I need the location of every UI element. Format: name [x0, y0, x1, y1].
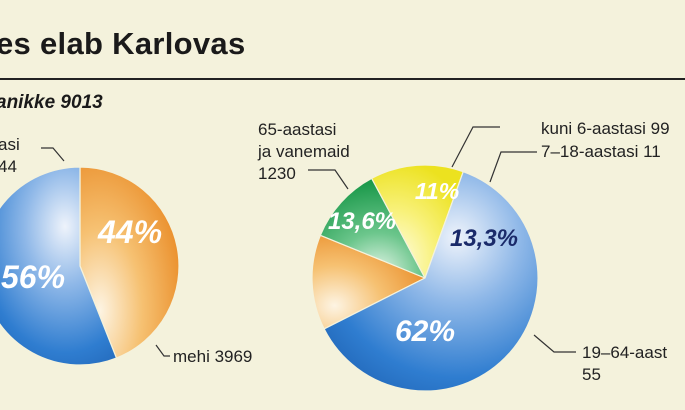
pie2-slice-4: [323, 170, 539, 392]
page-subtitle: anikke 9013: [0, 92, 103, 113]
pie1-percent-label-1: 44%: [97, 214, 162, 250]
pie2-category-label-2: kuni 6-aastasi 99: [541, 119, 670, 138]
pie1-slice-1: [79, 166, 180, 359]
pie1-category-label-2: asi 44: [0, 135, 20, 176]
pie1-category-label-1: mehi 3969: [173, 347, 252, 366]
title-divider: [0, 78, 685, 80]
pie2-percent-label-1: 13,6%: [328, 208, 396, 235]
pie2-category-label-1: 65-aastasi ja vanemaid 1230: [257, 120, 350, 183]
pie2-percent-label-3: 13,3%: [450, 225, 518, 252]
pie2-slice-2: [319, 177, 427, 280]
page-title: es elab Karlovas: [0, 26, 246, 61]
pie2-leader-line-1: [308, 169, 349, 190]
pie1-slice-2: [0, 166, 118, 366]
pie1-leader-line-2: [41, 147, 65, 162]
pie2-leader-line-3: [489, 151, 537, 183]
pie1-percent-label-2: 56%: [1, 259, 65, 295]
pie1-leader-line-1: [155, 344, 170, 357]
pie2-category-label-4: 19–64-aast 55: [582, 343, 667, 384]
pie2-leader-line-4: [533, 334, 576, 353]
pie2-slice-3: [370, 164, 464, 280]
pie2-slice-1: [311, 234, 427, 330]
pie2-category-label-3: 7–18-aastasi 11: [541, 142, 661, 161]
pie2-percent-label-4: 62%: [395, 315, 455, 348]
pie2-leader-line-2: [451, 126, 500, 168]
pie2-percent-label-2: 11%: [415, 178, 459, 204]
